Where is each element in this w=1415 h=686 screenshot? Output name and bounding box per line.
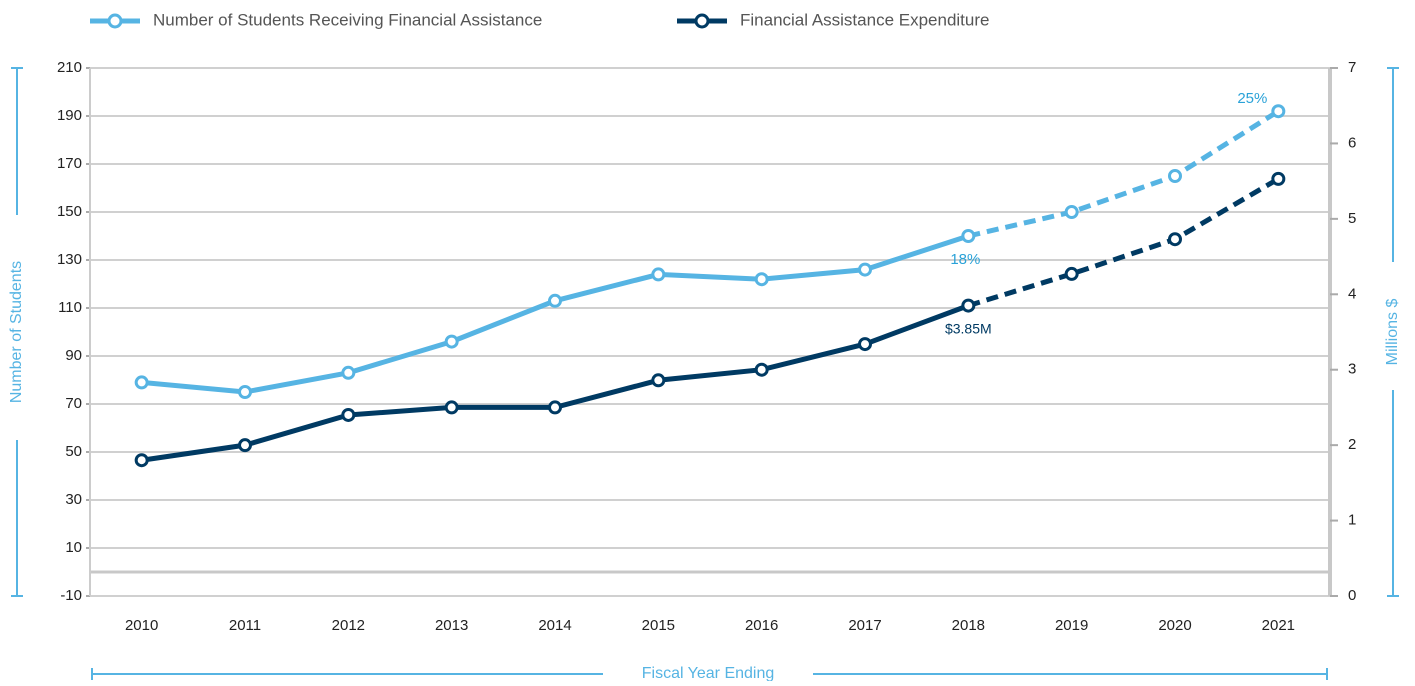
y-tick-label: 210 [57, 59, 82, 76]
point [134, 453, 149, 468]
point [858, 337, 872, 352]
y2-tick-label: 7 [1348, 59, 1356, 76]
annotation: 25% [1237, 90, 1267, 107]
y-tick-label: 190 [57, 107, 82, 124]
x-tick-label: 2016 [745, 617, 778, 634]
legend-marker [107, 13, 123, 29]
annotation: 18% [950, 251, 980, 268]
point [858, 262, 872, 277]
point [238, 438, 252, 453]
y2-tick-label: 5 [1348, 210, 1356, 227]
x-axis-label: Fiscal Year Ending [642, 665, 775, 681]
x-tick-label: 2011 [229, 617, 261, 634]
y-tick-label: 90 [65, 347, 82, 364]
point [238, 385, 252, 399]
x-tick-label: 2012 [332, 617, 365, 634]
y2-axis-label: Millions $ [1384, 299, 1401, 366]
line-projected [967, 176, 1280, 308]
y-tick-label: 50 [65, 443, 82, 460]
x-tick-label: 2021 [1262, 617, 1295, 634]
point [341, 365, 356, 380]
y2-tick-label: 2 [1348, 436, 1356, 453]
legend-marker [694, 13, 710, 29]
point [1271, 171, 1286, 186]
point [444, 334, 459, 349]
y-axis-label: Number of Students [8, 261, 25, 403]
y-tick-label: 110 [58, 299, 82, 316]
point [1064, 205, 1079, 219]
y2-tick-label: 1 [1348, 512, 1356, 529]
point [651, 267, 666, 282]
y-tick-label: 170 [57, 155, 82, 172]
y-tick-label: 130 [57, 251, 82, 268]
y2-tick-label: 3 [1348, 361, 1356, 378]
data-label: $3.85M [945, 320, 992, 336]
point [754, 272, 769, 287]
point [548, 293, 562, 308]
legend-label: Financial Assistance Expenditure [740, 10, 989, 29]
x-tick-label: 2014 [538, 617, 571, 634]
point [548, 400, 562, 415]
y-tick-label: 70 [65, 395, 82, 412]
point [961, 229, 976, 243]
y2-tick-label: 4 [1348, 285, 1356, 302]
point [341, 407, 356, 422]
x-tick-label: 2015 [642, 617, 675, 634]
x-tick-label: 2017 [848, 617, 881, 634]
point [754, 362, 769, 377]
point [651, 373, 666, 388]
line [141, 303, 970, 463]
point [1271, 104, 1286, 119]
point [444, 400, 459, 415]
line-projected [967, 109, 1280, 239]
x-tick-label: 2020 [1158, 617, 1191, 634]
x-tick-label: 2010 [125, 617, 158, 634]
point [1168, 169, 1182, 183]
y-tick-label: 150 [57, 203, 82, 220]
point [1064, 266, 1079, 281]
axis-label-brackets [11, 67, 1399, 680]
x-tick-label: 2018 [952, 617, 985, 634]
point [1168, 232, 1182, 247]
y-tick-label: 30 [65, 491, 82, 508]
y2-tick-label: 6 [1348, 134, 1356, 151]
legend-label: Number of Students Receiving Financial A… [153, 10, 542, 29]
point [961, 298, 976, 313]
x-tick-label: 2019 [1055, 617, 1088, 634]
y-tick-label: -10 [60, 587, 82, 604]
y2-tick-label: 0 [1348, 587, 1356, 604]
point [134, 375, 149, 390]
x-tick-label: 2013 [435, 617, 468, 634]
y-tick-label: 10 [65, 539, 82, 556]
